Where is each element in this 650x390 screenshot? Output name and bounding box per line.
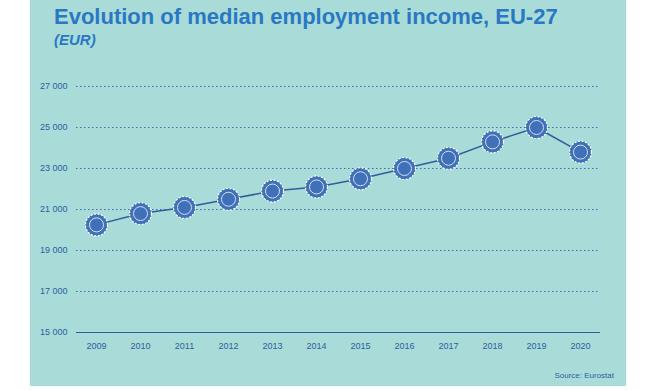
svg-text:2018: 2018 [482, 341, 502, 351]
svg-text:2014: 2014 [306, 341, 326, 351]
svg-text:17 000: 17 000 [40, 286, 68, 296]
svg-text:21 000: 21 000 [40, 204, 68, 214]
svg-text:27 000: 27 000 [40, 81, 68, 91]
html-text:Source: Eurostat: Source: Eurostat [554, 371, 614, 380]
svg-text:2017: 2017 [438, 341, 458, 351]
svg-text:15 000: 15 000 [40, 327, 68, 337]
html-text:(EUR): (EUR) [54, 31, 96, 48]
svg-text:2016: 2016 [394, 341, 414, 351]
html-text:Evolution of median employment: Evolution of median employment income, E… [54, 4, 558, 29]
svg-text:2011: 2011 [175, 341, 194, 351]
svg-text:23 000: 23 000 [40, 163, 68, 173]
svg-text:25 000: 25 000 [40, 122, 68, 132]
svg-text:2013: 2013 [262, 341, 282, 351]
svg-text:2012: 2012 [218, 341, 238, 351]
svg-text:2019: 2019 [526, 341, 546, 351]
svg-text:2020: 2020 [570, 341, 590, 351]
svg-text:2015: 2015 [350, 341, 370, 351]
svg-text:2009: 2009 [86, 341, 106, 351]
svg-text:19 000: 19 000 [40, 245, 68, 255]
svg-text:2010: 2010 [130, 341, 150, 351]
